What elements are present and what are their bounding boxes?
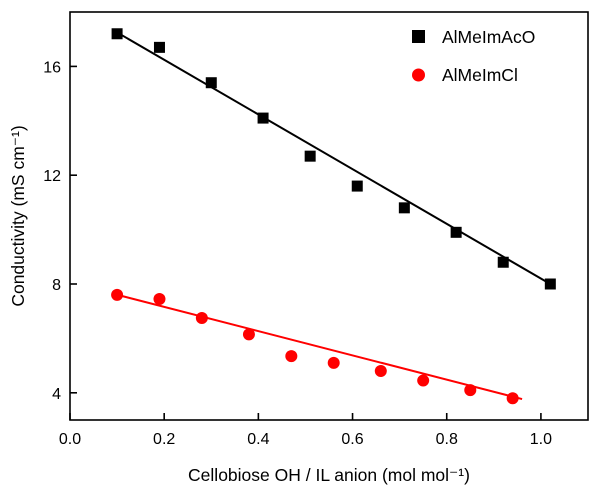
data-point-circle: [417, 374, 430, 387]
y-tick-label: 12: [43, 168, 61, 185]
data-point-square: [153, 41, 165, 53]
legend-marker-circle-icon: [412, 68, 425, 82]
axes-layer: 0.0 0.2 0.4 0.6 0.8 1.0 4 8 12 16: [43, 11, 589, 448]
x-tick-label: 0.8: [436, 431, 458, 448]
data-point-square: [257, 112, 269, 124]
x-tick-label: 1.0: [530, 431, 552, 448]
y-tick-label: 8: [52, 277, 61, 294]
x-tick-label: 0.2: [153, 431, 175, 448]
data-point-circle: [285, 350, 298, 363]
data-point-circle: [153, 292, 166, 305]
legend-marker-square-icon: [412, 30, 425, 43]
data-point-circle: [506, 392, 519, 405]
data-point-circle: [195, 312, 208, 324]
y-axis-title: Conductivity (mS cm⁻¹): [8, 125, 28, 306]
data-point-square: [304, 150, 316, 162]
data-point-square: [351, 180, 363, 192]
legend: AlMeImAcO AlMeImCl: [412, 27, 535, 85]
y-tick-label: 4: [52, 386, 61, 403]
series-layer: [111, 28, 556, 405]
x-tick-label: 0.0: [59, 431, 81, 448]
data-point-square: [450, 226, 462, 238]
data-point-circle: [242, 328, 255, 341]
data-point-circle: [111, 288, 124, 301]
x-tick-label: 0.4: [247, 431, 269, 448]
x-tick-label: 0.6: [341, 431, 363, 448]
data-point-square: [205, 77, 217, 89]
data-point-square: [111, 28, 123, 40]
fit-line-AlMeImAcO: [111, 28, 556, 288]
fit-line-AlMeImCl: [112, 292, 523, 401]
data-point-circle: [464, 384, 477, 397]
data-point-square: [497, 256, 509, 268]
data-point-circle: [374, 365, 387, 378]
x-axis-title: Cellobiose OH / IL anion (mol mol⁻¹): [188, 465, 470, 485]
data-point-square: [398, 202, 410, 214]
data-point-square: [544, 278, 556, 290]
legend-label-series-2: AlMeImCl: [442, 65, 518, 85]
legend-label-series-1: AlMeImAcO: [442, 27, 535, 47]
data-point-circle: [327, 356, 340, 369]
y-tick-label: 16: [43, 59, 61, 76]
plot-frame: [69, 11, 589, 421]
